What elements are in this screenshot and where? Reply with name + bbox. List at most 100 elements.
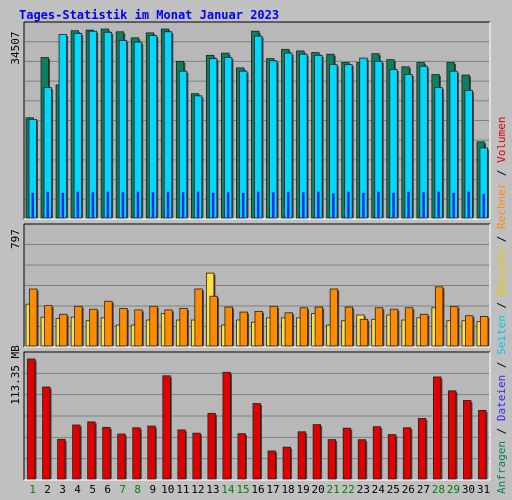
bar-rechner-10	[164, 309, 174, 347]
legend-item-2: Dateien	[495, 375, 508, 421]
bar-dateien-9	[148, 35, 159, 219]
x-tick-label: 17	[266, 483, 279, 496]
bar-rechner-17	[269, 305, 280, 347]
bar-seiten-30	[467, 191, 470, 218]
bar-rechner-3-face	[59, 313, 68, 347]
bar-rechner-21	[329, 288, 340, 347]
bar-rechner-31	[480, 316, 490, 347]
bar-dateien-8-face	[133, 41, 143, 219]
x-tick-label: 12	[191, 483, 204, 496]
x-tick-label: 20	[312, 483, 325, 496]
bar-dateien-7	[118, 40, 129, 219]
bar-volumen-9-face	[147, 425, 156, 480]
bar-dateien-4	[73, 33, 84, 219]
bar-dateien-8	[133, 41, 144, 219]
bar-volumen-15	[237, 433, 247, 480]
bar-rechner-6	[104, 300, 114, 347]
bar-rechner-12	[194, 288, 204, 347]
bar-rechner-20-face	[314, 306, 324, 347]
bar-seiten-18	[287, 191, 290, 218]
bar-rechner-22-face	[344, 306, 354, 347]
bar-dateien-16	[254, 35, 264, 219]
bar-rechner-26	[404, 307, 415, 347]
bar-volumen-9	[147, 425, 157, 480]
bar-seiten-27	[422, 192, 425, 218]
bar-rechner-9	[149, 305, 159, 347]
legend-item-6: Besuche	[495, 249, 508, 295]
x-tick-label: 22	[342, 483, 355, 496]
bar-volumen-8	[132, 427, 142, 480]
bar-volumen-21-face	[327, 439, 337, 480]
x-tick-label: 4	[74, 483, 81, 496]
bar-dateien-7-face	[118, 40, 128, 219]
bar-seiten-22	[347, 191, 350, 218]
bars-bottom	[27, 358, 488, 480]
bar-rechner-28	[434, 286, 445, 347]
x-tick-label: 31	[477, 483, 490, 496]
bar-rechner-18-face	[284, 312, 293, 347]
legend-item-0: Anfragen	[495, 441, 508, 494]
bar-rechner-13-face	[209, 295, 218, 347]
bar-volumen-20-face	[312, 424, 322, 480]
bar-rechner-10-face	[164, 309, 173, 347]
x-tick-label: 13	[206, 483, 219, 496]
legend-item-3: /	[495, 355, 508, 375]
bar-rechner-30	[465, 315, 475, 347]
bar-dateien-3	[58, 34, 69, 219]
x-tick-label: 25	[387, 483, 400, 496]
bar-rechner-11	[179, 308, 189, 347]
bar-rechner-11-face	[179, 308, 188, 347]
bar-volumen-19-face	[297, 431, 306, 480]
bar-volumen-23	[357, 439, 368, 480]
bar-seiten-7	[121, 192, 125, 218]
bar-seiten-2	[46, 191, 50, 218]
bar-volumen-29	[448, 390, 458, 480]
bar-rechner-29	[450, 305, 460, 347]
bar-volumen-6-face	[102, 426, 111, 480]
x-tick-label: 3	[59, 483, 66, 496]
bar-volumen-12	[192, 432, 202, 480]
bar-rechner-6-face	[104, 300, 113, 347]
bar-volumen-7	[117, 433, 127, 480]
bar-volumen-2	[42, 386, 52, 480]
bar-dateien-6	[103, 31, 114, 219]
bars-top	[25, 28, 489, 219]
bar-rechner-2-face	[44, 305, 53, 347]
bar-volumen-14-face	[222, 371, 231, 480]
x-tick-label: 9	[149, 483, 156, 496]
bar-seiten-16	[256, 191, 260, 218]
x-tick-label: 14	[221, 483, 235, 496]
legend-item-8: Rechner	[495, 182, 508, 229]
bar-rechner-17-face	[269, 305, 278, 347]
bar-volumen-10	[162, 375, 172, 480]
x-tick-label: 15	[236, 483, 249, 496]
bar-seiten-5	[91, 192, 95, 218]
bar-rechner-18	[284, 312, 295, 347]
bar-rechner-1-face	[29, 288, 38, 347]
x-tick-label: 1	[29, 483, 36, 496]
bar-seiten-19	[302, 192, 305, 218]
bar-rechner-25	[389, 308, 400, 347]
x-tick-label: 27	[417, 483, 430, 496]
bar-volumen-17-face	[267, 450, 276, 480]
bar-rechner-26-face	[404, 307, 414, 347]
bar-seiten-23	[362, 192, 365, 218]
legend-item-1: /	[495, 421, 508, 441]
bar-dateien-4-face	[73, 33, 82, 219]
bar-rechner-22	[344, 306, 355, 347]
bar-rechner-31-face	[480, 316, 489, 347]
bar-volumen-27-face	[417, 418, 427, 480]
x-tick-label: 7	[119, 483, 126, 496]
bar-rechner-15-face	[239, 311, 248, 347]
bar-seiten-20	[317, 191, 320, 218]
bar-seiten-8	[136, 191, 140, 218]
bar-seiten-21	[332, 193, 335, 218]
legend-item-5: /	[495, 295, 508, 315]
x-tick-label: 19	[296, 483, 309, 496]
bar-volumen-30	[463, 400, 473, 480]
bar-rechner-3	[59, 313, 69, 347]
bar-volumen-24-face	[372, 426, 382, 480]
bar-volumen-18-face	[282, 446, 291, 480]
